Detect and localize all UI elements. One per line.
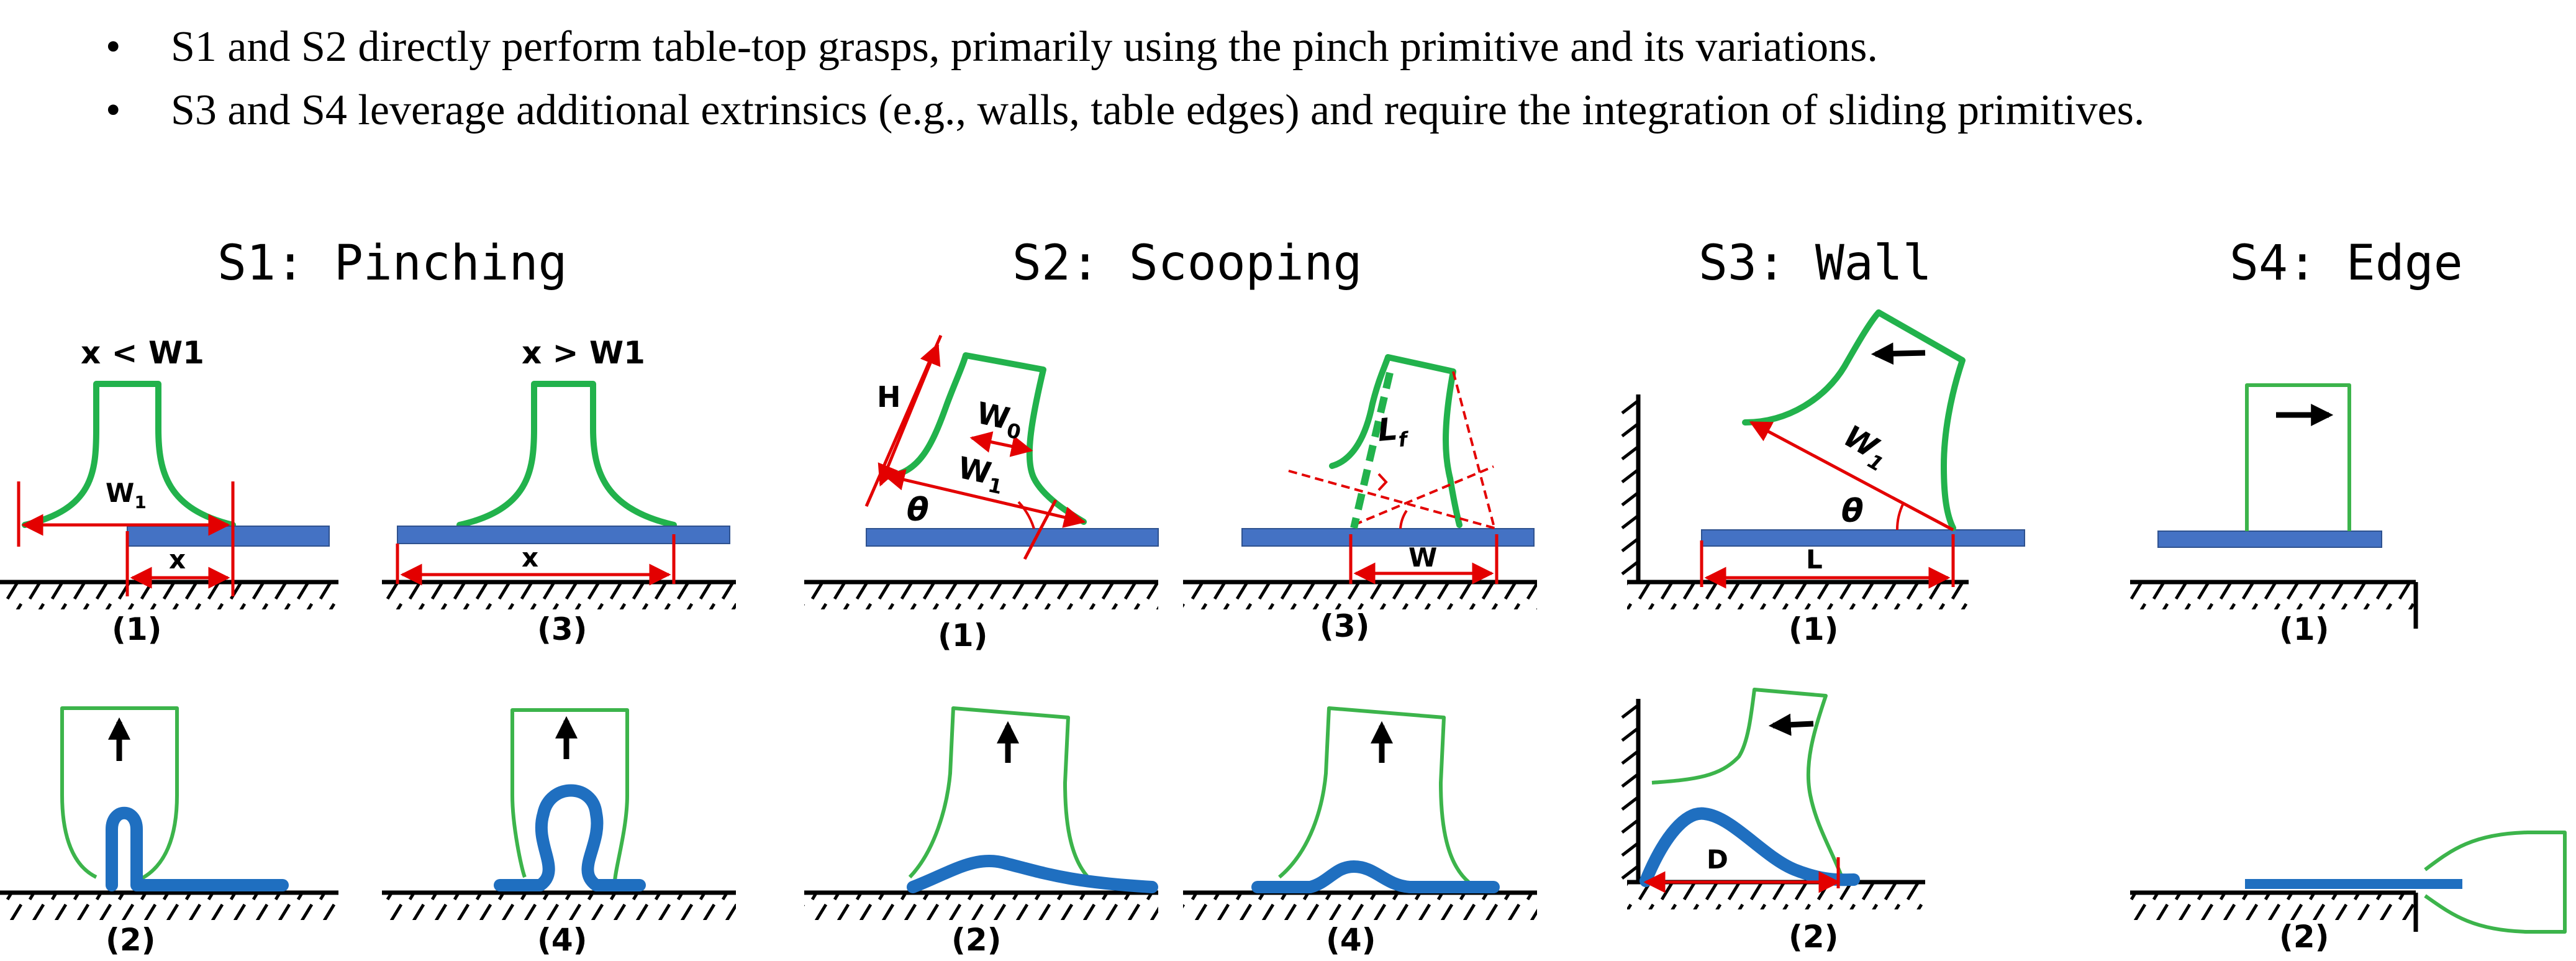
- theta-label: θ: [1841, 493, 1864, 530]
- panel-label: (3): [1320, 608, 1370, 644]
- bullet-list: • S1 and S2 directly perform table-top g…: [106, 23, 2144, 134]
- gripper: [908, 706, 1094, 884]
- w-label: W: [1408, 542, 1437, 573]
- h-label: H: [877, 380, 901, 414]
- s1-panel-1: x < W1 W1 x (1): [17, 335, 330, 647]
- panel-label: (1): [2279, 611, 2329, 647]
- plate: [1701, 529, 2025, 547]
- panel-label: (2): [1789, 919, 1839, 955]
- s4-panel-2: (2): [2245, 831, 2567, 955]
- lf-label: Lf: [1376, 410, 1410, 453]
- condition-gt: x > W1: [522, 335, 645, 371]
- gripper: [1651, 688, 1843, 877]
- bullet-1: S1 and S2 directly perform table-top gra…: [171, 23, 1878, 71]
- heading-s2: S2: Scooping: [1012, 235, 1363, 291]
- plate: [2157, 531, 2382, 548]
- gripper: [60, 706, 179, 884]
- heading-s1: S1: Pinching: [217, 235, 568, 291]
- panel-label: (2): [2279, 919, 2329, 955]
- x-label: x: [522, 542, 538, 573]
- object: [1251, 860, 1500, 893]
- w1-label: W1: [106, 478, 147, 512]
- s3-panel-1: W1 θ L (1): [1621, 309, 2025, 647]
- panel-label: (1): [112, 611, 162, 647]
- panel-label: (4): [1326, 922, 1376, 958]
- heading-s3: S3: Wall: [1698, 235, 1932, 291]
- s2-panel-2: (2): [907, 706, 1158, 958]
- heading-s4: S4: Edge: [2229, 235, 2463, 291]
- panel-label: (3): [537, 611, 587, 647]
- panel-label: (2): [951, 922, 1002, 958]
- object: [494, 784, 646, 891]
- gripper: [2245, 383, 2351, 531]
- gripper: [1278, 706, 1470, 884]
- panel-label: (1): [1789, 611, 1839, 647]
- s3-panel-2: D (2): [1621, 688, 1860, 955]
- theta-label: θ: [907, 491, 929, 529]
- s1-panel-3: x > W1 x (3): [396, 335, 730, 647]
- s1-panel-4: (4): [494, 708, 646, 958]
- gripper: [1742, 309, 1966, 531]
- bullet-marker: •: [106, 86, 121, 134]
- s4-panel-1: (1): [2157, 383, 2418, 647]
- gripper: [2424, 831, 2567, 934]
- normal-line: [1350, 371, 1394, 529]
- object: [907, 855, 1158, 893]
- object: [1639, 807, 1860, 887]
- w1-label: W1: [1835, 419, 1895, 476]
- s2-panel-4: (4): [1251, 706, 1500, 958]
- panel-label: (2): [106, 922, 156, 958]
- gripper: [510, 708, 629, 883]
- plate: [397, 526, 730, 544]
- object: [106, 806, 289, 891]
- bullet-marker: •: [106, 23, 121, 71]
- gripper: [22, 381, 236, 528]
- plate: [866, 528, 1159, 547]
- condition-lt: x < W1: [81, 335, 204, 371]
- plate: [127, 526, 330, 547]
- object: [2245, 879, 2462, 889]
- l-label: L: [1806, 544, 1823, 575]
- panel-label: (4): [537, 922, 587, 958]
- w0-label: W0: [973, 396, 1027, 444]
- s1-panel-2: (2): [60, 706, 289, 958]
- gripper: [456, 381, 677, 528]
- x-label: x: [169, 544, 186, 575]
- panel-label: (1): [938, 617, 988, 654]
- ground-lines: [0, 580, 2416, 920]
- bullet-2: S3 and S4 leverage additional extrinsics…: [171, 86, 2144, 134]
- s2-panel-3: Lf W (3): [1241, 354, 1535, 644]
- plate: [1241, 528, 1535, 547]
- d-label: D: [1707, 844, 1728, 875]
